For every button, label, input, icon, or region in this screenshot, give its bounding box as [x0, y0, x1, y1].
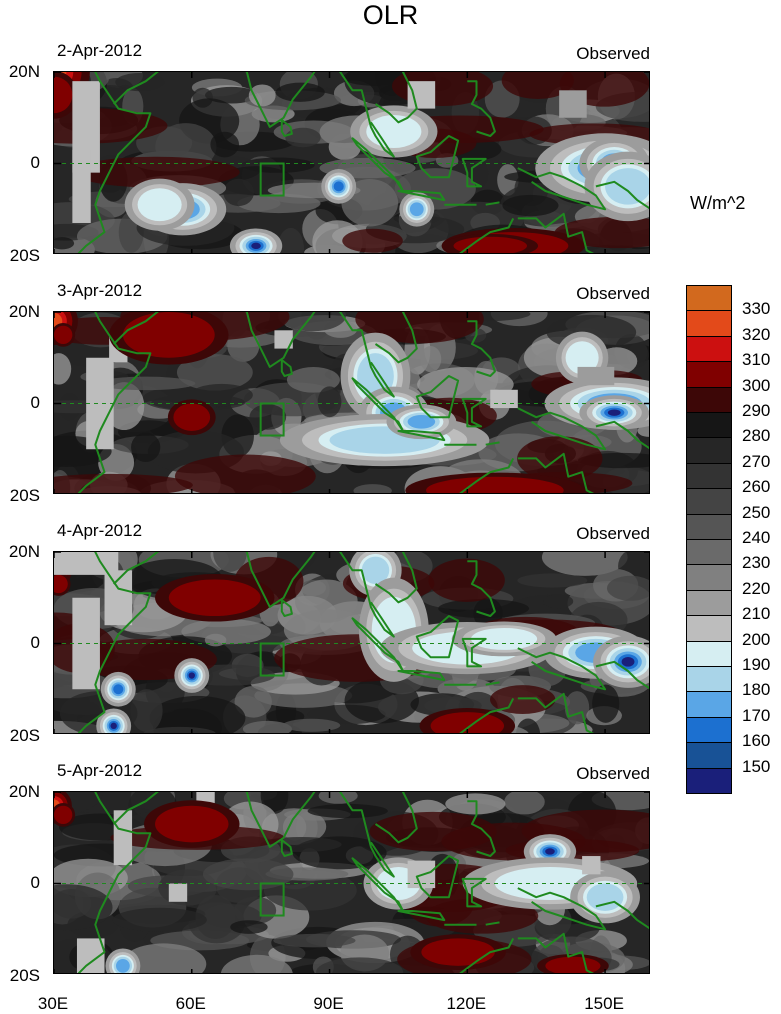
y-axis-tick-label: 0	[30, 873, 40, 892]
colorbar-level-label: 330	[742, 299, 771, 319]
colorbar-level-label: 210	[742, 604, 771, 624]
colorbar-swatch	[686, 310, 732, 337]
colorbar-swatch	[686, 691, 732, 718]
panel-date-label: 5-Apr-2012	[57, 761, 143, 780]
colorbar-swatch	[686, 742, 732, 769]
x-axis-tick-label: 150E	[584, 994, 624, 1013]
coastlines	[77, 792, 649, 973]
colorbar-swatch	[686, 716, 732, 744]
olr-contour-map	[54, 72, 649, 253]
olr-map-panel	[53, 791, 650, 974]
colorbar-swatch	[686, 666, 732, 693]
colorbar-level-label: 240	[742, 528, 771, 547]
y-axis-tick-label: 0	[30, 633, 40, 652]
colorbar-level-label: 150	[742, 756, 771, 776]
units-label: W/m^2	[690, 193, 746, 213]
colorbar-level-label: 300	[742, 375, 771, 395]
y-axis-tick-label: 20S	[9, 726, 40, 745]
colorbar-swatch	[686, 488, 732, 515]
y-axis-tick-label: 20N	[8, 782, 40, 801]
colorbar-level-label: 290	[742, 401, 771, 420]
panel-date-label: 3-Apr-2012	[57, 281, 143, 300]
y-axis-tick-label: 20S	[9, 966, 40, 985]
colorbar-swatch	[686, 615, 732, 642]
colorbar-level-label: 260	[742, 477, 771, 497]
figure-title: OLR	[362, 0, 419, 30]
olr-contour-map	[54, 552, 649, 733]
colorbar-swatch	[686, 513, 732, 540]
region-box	[259, 162, 285, 197]
colorbar-swatch	[686, 386, 732, 413]
colorbar-level-label: 190	[742, 655, 771, 674]
olr-map-panel	[53, 311, 650, 494]
colorbar-level-label: 200	[742, 629, 771, 649]
colorbar-swatch	[686, 361, 732, 388]
y-axis-tick-label: 0	[30, 153, 40, 172]
colorbar-level-label: 250	[742, 502, 771, 522]
colorbar-level-label: 270	[742, 451, 771, 471]
region-box	[259, 402, 285, 437]
colorbar-swatch	[686, 539, 732, 566]
panel-date-label: 4-Apr-2012	[57, 521, 143, 540]
colorbar-level-label: 180	[742, 680, 771, 700]
colorbar-swatch	[686, 462, 732, 490]
y-axis-tick-label: 20N	[8, 542, 40, 561]
colorbar-swatch	[686, 640, 732, 667]
x-axis-tick-label: 30E	[37, 994, 69, 1013]
colorbar-level-label: 220	[742, 578, 771, 598]
colorbar-level-label: 310	[742, 350, 771, 370]
x-axis-tick-label: 120E	[446, 994, 487, 1013]
olr-contour-map	[54, 792, 649, 973]
panel-source-label: Observed	[576, 764, 650, 783]
colorbar-level-label: 170	[742, 705, 771, 725]
colorbar-swatch	[686, 564, 732, 591]
olr-map-panel	[53, 71, 650, 254]
y-axis-tick-label: 20N	[8, 62, 40, 81]
colorbar-swatch	[686, 589, 732, 617]
coastlines	[77, 312, 649, 493]
olr-contour-map	[54, 312, 649, 493]
coastlines	[77, 552, 649, 733]
region-box	[259, 882, 285, 917]
colorbar-level-label: 160	[742, 731, 771, 751]
colorbar-swatch	[686, 335, 732, 363]
colorbar-level-label: 280	[742, 426, 771, 446]
colorbar-swatch	[686, 412, 732, 439]
y-axis-tick-label: 20S	[9, 246, 40, 265]
panel-source-label: Observed	[576, 284, 650, 303]
y-axis-tick-label: 20N	[8, 302, 40, 321]
panel-date-label: 2-Apr-2012	[57, 41, 143, 60]
region-box	[259, 642, 285, 677]
x-axis-tick-label: 90E	[313, 994, 344, 1013]
y-axis-tick-label: 0	[30, 393, 40, 412]
colorbar-swatch	[686, 437, 732, 464]
panel-source-label: Observed	[576, 44, 650, 63]
colorbar-level-label: 230	[742, 553, 771, 573]
panel-source-label: Observed	[576, 524, 650, 543]
olr-map-panel	[53, 551, 650, 734]
y-axis-tick-label: 20S	[9, 486, 40, 505]
colorbar-swatch	[686, 767, 732, 794]
colorbar-level-label: 320	[742, 324, 771, 344]
x-axis-tick-label: 60E	[175, 994, 206, 1013]
coastlines	[77, 72, 649, 253]
colorbar-swatch	[686, 285, 732, 312]
